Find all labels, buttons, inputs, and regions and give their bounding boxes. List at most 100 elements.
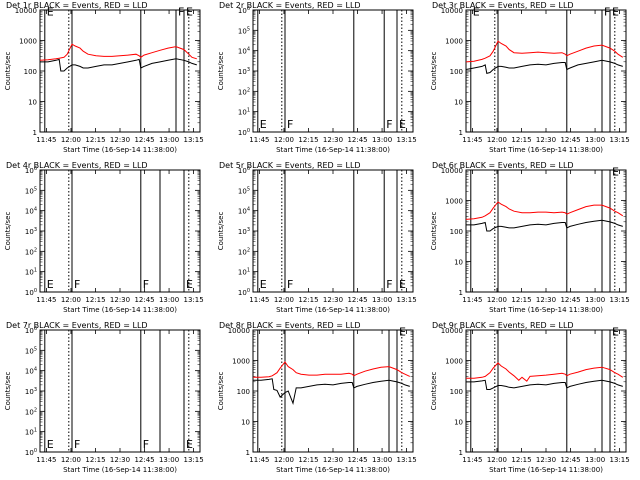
event-marker-label: E xyxy=(186,6,193,19)
x-tick-label: 12:45 xyxy=(134,456,154,464)
y-tick-label: 105 xyxy=(25,346,37,355)
event-marker-label: F xyxy=(287,118,293,131)
chart-title: Det 2r BLACK = Events, RED = LLD xyxy=(219,1,361,10)
y-tick-label: 10 xyxy=(28,99,37,107)
chart-title: Det 8r BLACK = Events, RED = LLD xyxy=(219,321,361,330)
chart-title: Det 4r BLACK = Events, RED = LLD xyxy=(6,161,148,170)
event-marker-label: E xyxy=(186,438,193,451)
event-marker-label: F xyxy=(604,6,610,19)
y-axis-label: Counts/sec xyxy=(217,212,225,251)
x-tick-label: 12:45 xyxy=(347,456,367,464)
chart-panel-4: Det 4r BLACK = Events, RED = LLD Counts/s… xyxy=(4,161,204,314)
x-tick-label: 12:30 xyxy=(323,136,343,144)
y-tick-label: 100 xyxy=(238,288,250,297)
y-tick-label: 102 xyxy=(238,87,250,96)
x-tick-label: 13:00 xyxy=(159,456,179,464)
y-tick-label: 105 xyxy=(238,186,250,195)
x-tick-label: 11:45 xyxy=(249,296,269,304)
x-tick-label: 11:45 xyxy=(36,296,56,304)
y-tick-label: 102 xyxy=(25,407,37,416)
series-line-events-black xyxy=(40,58,197,72)
event-marker-label: E xyxy=(399,326,406,339)
x-tick-label: 12:15 xyxy=(298,456,318,464)
x-axis-label: Start Time (16-Sep-14 11:38:00) xyxy=(489,466,603,474)
x-tick-label: 13:00 xyxy=(585,296,605,304)
event-marker-label: F xyxy=(287,278,293,291)
chart-panel-3: Det 3r BLACK = Events, RED = LLD Counts/s… xyxy=(430,1,630,154)
y-tick-label: 103 xyxy=(25,227,37,236)
y-tick-label: 1000 xyxy=(445,38,463,46)
y-axis-label: Counts/sec xyxy=(430,212,438,251)
x-tick-label: 13:15 xyxy=(397,456,417,464)
y-tick-label: 101 xyxy=(238,108,250,117)
y-tick-label: 10 xyxy=(454,259,463,267)
y-tick-label: 106 xyxy=(25,166,37,175)
y-tick-label: 1 xyxy=(459,289,463,297)
y-tick-label: 103 xyxy=(238,67,250,76)
x-tick-label: 11:45 xyxy=(249,456,269,464)
event-marker-label: E xyxy=(47,278,54,291)
x-tick-label: 13:00 xyxy=(372,296,392,304)
x-tick-label: 12:30 xyxy=(323,296,343,304)
x-tick-label: 12:30 xyxy=(536,136,556,144)
y-axis-label: Counts/sec xyxy=(4,52,12,91)
y-tick-label: 100 xyxy=(25,288,37,297)
y-axis-label: Counts/sec xyxy=(217,372,225,411)
y-tick-label: 101 xyxy=(238,268,250,277)
plot-frame xyxy=(252,9,414,133)
x-tick-label: 12:45 xyxy=(560,456,580,464)
x-tick-label: 13:00 xyxy=(372,456,392,464)
y-tick-label: 10 xyxy=(454,419,463,427)
event-marker-label: E xyxy=(612,166,619,179)
event-marker-label: E xyxy=(47,438,54,451)
x-tick-label: 13:15 xyxy=(397,136,417,144)
event-marker-label: E xyxy=(399,278,406,291)
event-marker-label: E xyxy=(47,6,54,19)
y-tick-label: 1000 xyxy=(445,198,463,206)
y-axis-label: Counts/sec xyxy=(430,52,438,91)
x-tick-label: 12:15 xyxy=(85,296,105,304)
x-tick-label: 11:45 xyxy=(36,456,56,464)
plot-frame xyxy=(39,329,201,453)
event-marker-label: E xyxy=(260,278,267,291)
y-tick-label: 10000 xyxy=(441,327,463,335)
y-tick-label: 1 xyxy=(33,129,37,137)
event-marker-label: F xyxy=(178,6,184,19)
x-tick-label: 11:45 xyxy=(249,136,269,144)
plot-frame xyxy=(252,169,414,293)
x-tick-label: 12:45 xyxy=(134,136,154,144)
y-tick-label: 1000 xyxy=(232,358,250,366)
x-tick-label: 12:15 xyxy=(511,456,531,464)
series-line-lld-red xyxy=(465,40,624,63)
x-tick-label: 12:15 xyxy=(298,136,318,144)
x-axis-label: Start Time (16-Sep-14 11:38:00) xyxy=(276,146,390,154)
x-tick-label: 12:15 xyxy=(85,456,105,464)
plot-frame xyxy=(39,169,201,293)
x-tick-label: 11:45 xyxy=(462,136,482,144)
x-axis-label: Start Time (16-Sep-14 11:38:00) xyxy=(276,466,390,474)
x-tick-label: 12:00 xyxy=(274,136,294,144)
chart-title: Det 6r BLACK = Events, RED = LLD xyxy=(432,161,574,170)
event-marker-label: E xyxy=(473,6,480,19)
event-marker-label: F xyxy=(143,278,149,291)
x-axis-label: Start Time (16-Sep-14 11:38:00) xyxy=(276,306,390,314)
series-line-events-black xyxy=(253,378,410,405)
x-axis-label: Start Time (16-Sep-14 11:38:00) xyxy=(489,306,603,314)
y-tick-label: 102 xyxy=(25,247,37,256)
x-tick-label: 12:15 xyxy=(511,136,531,144)
event-marker-label: E xyxy=(612,6,619,19)
chart-panel-2: Det 2r BLACK = Events, RED = LLD Counts/s… xyxy=(217,1,417,154)
event-marker-label: E xyxy=(186,278,193,291)
chart-panel-7: Det 7r BLACK = Events, RED = LLD Counts/s… xyxy=(4,321,204,474)
y-tick-label: 10000 xyxy=(228,327,250,335)
x-tick-label: 12:30 xyxy=(536,456,556,464)
x-tick-label: 13:15 xyxy=(610,456,630,464)
y-tick-label: 102 xyxy=(238,247,250,256)
x-tick-label: 13:15 xyxy=(397,296,417,304)
x-tick-label: 12:45 xyxy=(134,296,154,304)
y-tick-label: 100 xyxy=(238,128,250,137)
chart-panel-8: Det 8r BLACK = Events, RED = LLD Counts/s… xyxy=(217,321,417,474)
x-tick-label: 12:45 xyxy=(560,136,580,144)
y-tick-label: 103 xyxy=(238,227,250,236)
